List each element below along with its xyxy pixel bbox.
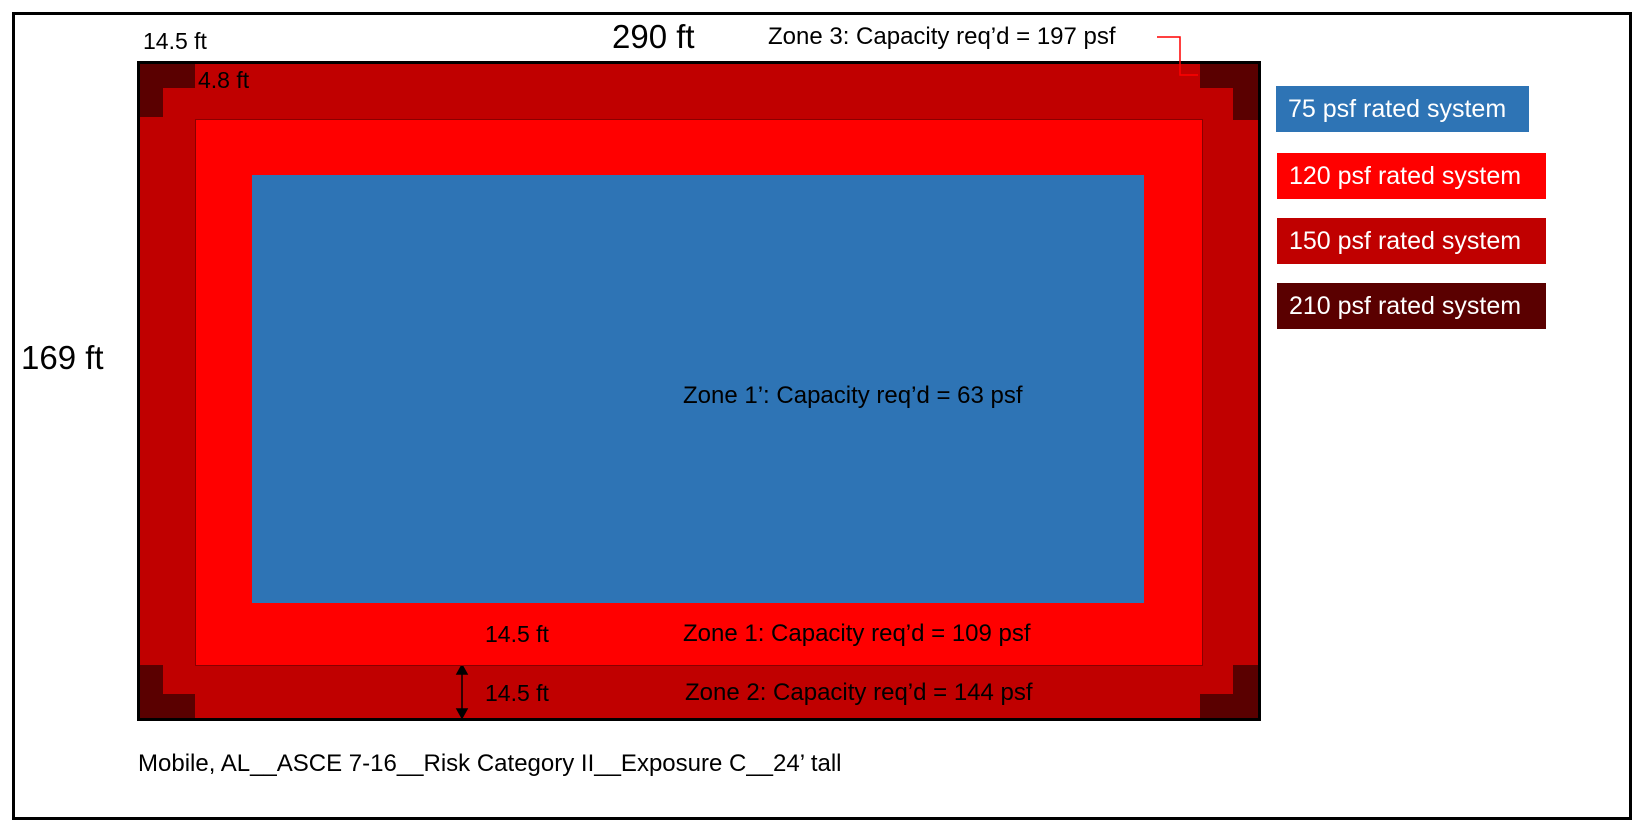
legend-item-label: 210 psf rated system — [1289, 291, 1522, 320]
legend-item-label: 150 psf rated system — [1289, 226, 1522, 255]
legend-item-75: 75 psf rated system — [1276, 86, 1529, 132]
legend-item-label: 120 psf rated system — [1289, 161, 1522, 190]
legend-item-120: 120 psf rated system — [1277, 153, 1546, 199]
zone-3-label: Zone 3: Capacity req’d = 197 psf — [768, 23, 1116, 50]
legend-item-210: 210 psf rated system — [1277, 283, 1546, 329]
zone-3-corner-top-right — [1200, 64, 1258, 120]
footer-caption: Mobile, AL__ASCE 7-16__Risk Category II_… — [138, 750, 842, 777]
zone-3-corner-bottom-right — [1200, 665, 1258, 718]
width-dimension-label: 290 ft — [612, 18, 695, 55]
zone-3-corner-top-left — [140, 64, 195, 117]
legend-item-label: 75 psf rated system — [1288, 94, 1507, 123]
zone-3-corner-bottom-left — [140, 665, 195, 718]
corner-top-dimension-label: 14.5 ft — [143, 28, 207, 54]
zone-1-label: Zone 1: Capacity req’d = 109 psf — [683, 620, 1031, 647]
legend-item-150: 150 psf rated system — [1277, 218, 1546, 264]
corner-inner-dimension-label: 4.8 ft — [198, 67, 250, 93]
zone-1-prime-label: Zone 1’: Capacity req’d = 63 psf — [683, 382, 1023, 409]
height-dimension-label: 169 ft — [21, 339, 104, 376]
zone-1-width-label: 14.5 ft — [485, 621, 549, 647]
zone-3-leader-line — [1157, 36, 1198, 76]
zone-2-width-label: 14.5 ft — [485, 680, 549, 706]
zone-2-label: Zone 2: Capacity req’d = 144 psf — [685, 679, 1033, 706]
zone-1-prime-area — [252, 175, 1144, 603]
